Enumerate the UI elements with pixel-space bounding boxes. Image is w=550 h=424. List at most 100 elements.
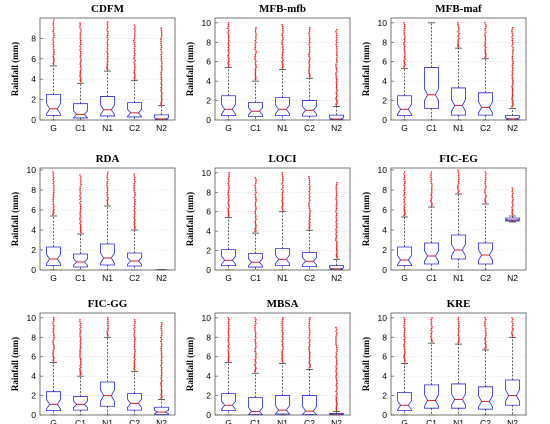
outlier-point xyxy=(457,191,459,194)
outlier-point xyxy=(403,331,406,334)
outlier-point xyxy=(335,374,338,377)
y-axis-label: Rainfall (mm) xyxy=(10,337,20,391)
outlier-point xyxy=(254,76,257,79)
x-tick-label: G xyxy=(225,123,232,133)
x-tick-label: N1 xyxy=(102,418,113,424)
outlier-point xyxy=(134,212,136,214)
box-n2 xyxy=(505,187,520,223)
y-tick-label: 8 xyxy=(382,332,387,342)
outlier-point xyxy=(282,179,284,182)
outlier-point xyxy=(485,186,487,188)
outlier-point xyxy=(160,393,162,396)
outlier-point xyxy=(160,50,163,52)
outlier-point xyxy=(160,75,162,77)
outlier-point xyxy=(403,324,405,327)
outlier-point xyxy=(106,199,109,202)
outlier-point xyxy=(403,34,406,37)
outlier-point xyxy=(106,45,109,48)
outlier-point xyxy=(281,357,283,360)
x-tick-label: N2 xyxy=(507,418,518,424)
outliers xyxy=(254,176,257,233)
outlier-point xyxy=(160,371,163,374)
outlier-point xyxy=(403,175,406,177)
outlier-point xyxy=(403,56,406,59)
outlier-point xyxy=(254,63,257,66)
outlier-point xyxy=(336,348,338,351)
box-body xyxy=(154,406,169,415)
outlier-point xyxy=(80,30,82,32)
outlier-point xyxy=(52,182,55,185)
y-tick-label: 4 xyxy=(31,74,36,84)
outlier-point xyxy=(254,58,257,61)
outlier-point xyxy=(281,188,283,190)
box-body xyxy=(100,243,115,266)
outlier-point xyxy=(431,317,433,319)
y-tick-label: 2 xyxy=(206,96,211,106)
outlier-point xyxy=(281,322,283,325)
outlier-point xyxy=(79,214,82,216)
outlier-point xyxy=(106,67,108,70)
x-tick-label: C2 xyxy=(304,123,315,133)
box-c2 xyxy=(127,319,142,416)
outlier-point xyxy=(80,183,82,186)
outlier-point xyxy=(254,182,257,185)
outlier-point xyxy=(281,181,284,183)
outlier-point xyxy=(254,228,256,231)
outlier-point xyxy=(160,55,163,58)
outlier-point xyxy=(336,402,338,404)
outlier-point xyxy=(52,317,55,319)
plot-frame xyxy=(39,17,176,121)
outlier-point xyxy=(254,28,257,31)
outlier-point xyxy=(281,338,284,341)
outlier-point xyxy=(511,201,514,204)
outlier-point xyxy=(160,340,162,343)
outlier-point xyxy=(254,48,256,51)
outlier-point xyxy=(80,52,82,55)
outlier-point xyxy=(160,391,163,393)
y-tick-label: 10 xyxy=(378,165,388,175)
outlier-point xyxy=(403,206,406,209)
outlier-point xyxy=(160,327,162,330)
outlier-point xyxy=(133,342,136,344)
outlier-point xyxy=(160,81,163,84)
outlier-point xyxy=(336,362,338,365)
outlier-point xyxy=(254,220,257,222)
outlier-point xyxy=(80,64,82,67)
outlier-point xyxy=(485,23,487,26)
outlier-point xyxy=(308,345,311,347)
outlier-point xyxy=(336,41,338,44)
y-tick-label: 2 xyxy=(31,391,36,401)
outlier-point xyxy=(133,359,136,362)
outlier-point xyxy=(308,342,311,344)
box-body xyxy=(302,252,317,267)
outlier-point xyxy=(308,360,311,363)
outlier-point xyxy=(430,200,432,203)
outlier-point xyxy=(160,368,163,370)
outlier-point xyxy=(133,178,136,181)
outlier-point xyxy=(457,317,460,319)
outlier-point xyxy=(134,74,136,76)
outlier-point xyxy=(133,51,136,53)
outlier-point xyxy=(309,74,311,77)
outlier-point xyxy=(335,63,337,65)
outlier-point xyxy=(335,367,338,370)
x-tick-label: C1 xyxy=(250,273,261,283)
outlier-point xyxy=(281,331,284,334)
outlier-point xyxy=(227,41,230,44)
outlier-point xyxy=(133,221,135,224)
outlier-point xyxy=(80,205,82,208)
outlier-point xyxy=(160,42,162,45)
outliers xyxy=(227,172,230,217)
outlier-point xyxy=(227,36,230,39)
outlier-point xyxy=(134,326,136,328)
outlier-point xyxy=(161,379,163,382)
outlier-point xyxy=(511,87,514,89)
outlier-point xyxy=(335,98,337,100)
chart-title: RDA xyxy=(96,153,120,165)
outlier-point xyxy=(336,403,338,406)
outlier-point xyxy=(107,326,109,328)
outlier-point xyxy=(511,206,513,209)
outlier-point xyxy=(133,76,136,79)
outlier-point xyxy=(79,223,82,226)
outlier-point xyxy=(335,36,338,38)
